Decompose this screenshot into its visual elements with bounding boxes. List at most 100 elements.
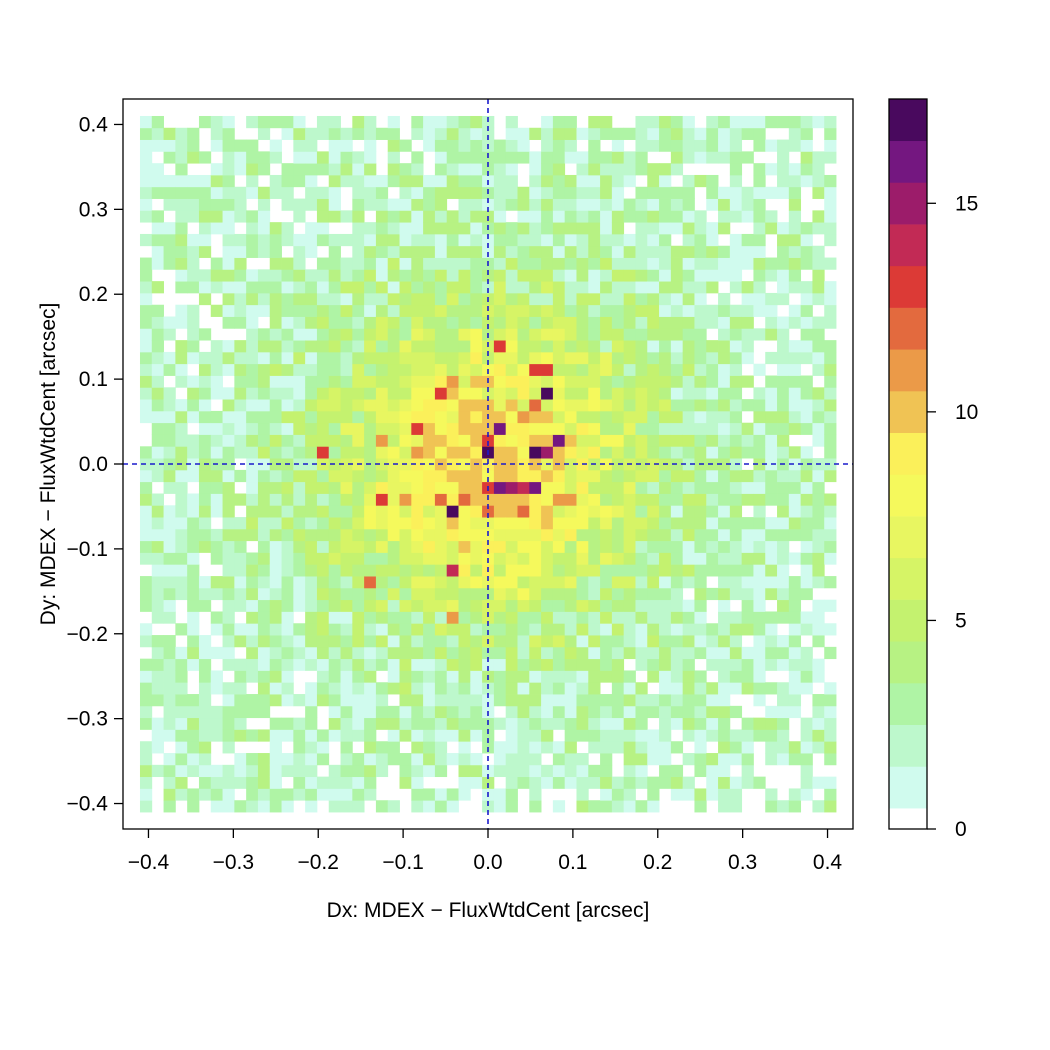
heatmap-cell (352, 517, 365, 530)
heatmap-cell (529, 493, 542, 506)
heatmap-cell (659, 635, 672, 648)
heatmap-cell (670, 198, 684, 211)
heatmap-cell (788, 528, 802, 542)
heatmap-cell (682, 399, 695, 412)
heatmap-cell (718, 422, 731, 435)
heatmap-cell (505, 623, 518, 636)
heatmap-cell (824, 705, 837, 719)
heatmap-cell (234, 434, 247, 447)
heatmap-cell (623, 611, 636, 624)
heatmap-cell (670, 186, 684, 199)
heatmap-cell (647, 375, 660, 388)
y-tick-label: 0.4 (79, 113, 109, 136)
heatmap-cell (175, 245, 188, 258)
heatmap-cell (541, 304, 554, 317)
heatmap-cell (269, 717, 282, 730)
heatmap-cell (670, 292, 684, 306)
heatmap-cell (375, 599, 389, 612)
heatmap-cell (151, 127, 164, 140)
heatmap-cell (576, 764, 589, 778)
heatmap-cell (824, 257, 837, 270)
heatmap-cell (812, 115, 825, 129)
heatmap-cell (611, 741, 625, 754)
heatmap-cell (753, 363, 766, 376)
heatmap-cell (706, 635, 719, 648)
heatmap-cell (187, 469, 200, 483)
heatmap-cell (529, 410, 542, 424)
heatmap-cell (800, 151, 813, 164)
heatmap-cell (328, 304, 341, 317)
heatmap-cell (647, 540, 660, 553)
heatmap-cell (670, 646, 684, 660)
heatmap-cell (718, 694, 731, 707)
heatmap-cell (293, 281, 306, 294)
heatmap-cell (246, 623, 259, 636)
heatmap-cell (788, 269, 802, 282)
heatmap-cell (812, 540, 825, 553)
heatmap-cell (741, 481, 754, 494)
heatmap-cell (576, 151, 589, 164)
heatmap-cell (741, 717, 754, 730)
heatmap-cell (198, 658, 212, 671)
heatmap-cell (493, 623, 507, 636)
heatmap-cell (305, 800, 318, 813)
heatmap-cell (765, 729, 778, 742)
heatmap-cell (659, 493, 672, 506)
heatmap-cell (647, 399, 660, 412)
heatmap-cell (482, 316, 495, 329)
heatmap-cell (139, 587, 153, 601)
heatmap-cell (682, 458, 695, 471)
heatmap-cell (718, 705, 731, 719)
heatmap-cell (246, 493, 259, 506)
heatmap-cell (600, 517, 613, 530)
heatmap-cell (694, 469, 707, 483)
heatmap-cell (718, 316, 731, 329)
heatmap-cell (328, 776, 341, 789)
heatmap-cell (328, 717, 341, 730)
heatmap-cell (222, 399, 235, 412)
heatmap-cell (800, 422, 813, 435)
heatmap-cell (269, 458, 282, 471)
heatmap-cell (706, 729, 719, 742)
heatmap-cell (588, 741, 601, 754)
heatmap-cell (222, 587, 235, 601)
heatmap-cell (729, 493, 743, 506)
heatmap-cell (623, 434, 636, 447)
heatmap-cell (151, 741, 164, 754)
heatmap-cell (564, 198, 577, 211)
heatmap-cell (470, 328, 483, 341)
heatmap-cell (552, 387, 566, 400)
heatmap-cell (375, 233, 389, 247)
heatmap-cell (257, 363, 271, 376)
heatmap-cell (470, 505, 483, 518)
heatmap-cell (493, 564, 507, 577)
heatmap-cell (340, 458, 353, 471)
heatmap-cell (352, 281, 365, 294)
heatmap-cell (659, 599, 672, 612)
heatmap-cell (222, 694, 235, 707)
heatmap-cell (257, 540, 271, 553)
heatmap-cell (718, 304, 731, 317)
heatmap-cell (175, 269, 188, 282)
heatmap-cell (659, 245, 672, 258)
heatmap-cell (670, 151, 684, 164)
heatmap-cell (505, 245, 518, 258)
heatmap-cell (458, 670, 471, 683)
heatmap-cell (470, 269, 483, 282)
heatmap-cell (611, 611, 625, 624)
heatmap-cell (187, 410, 200, 424)
heatmap-cell (635, 753, 648, 766)
heatmap-cell (234, 340, 247, 353)
heatmap-cell (564, 281, 577, 294)
heatmap-cell (765, 528, 778, 542)
heatmap-cell (470, 540, 483, 553)
heatmap-cell (505, 658, 518, 671)
heatmap-cell (222, 623, 235, 636)
heatmap-cell (293, 292, 306, 306)
heatmap-cell (611, 245, 625, 258)
heatmap-cell (611, 705, 625, 719)
heatmap-cell (505, 292, 518, 306)
heatmap-cell (399, 304, 412, 317)
heatmap-cell (541, 528, 554, 542)
heatmap-cell (328, 210, 341, 223)
